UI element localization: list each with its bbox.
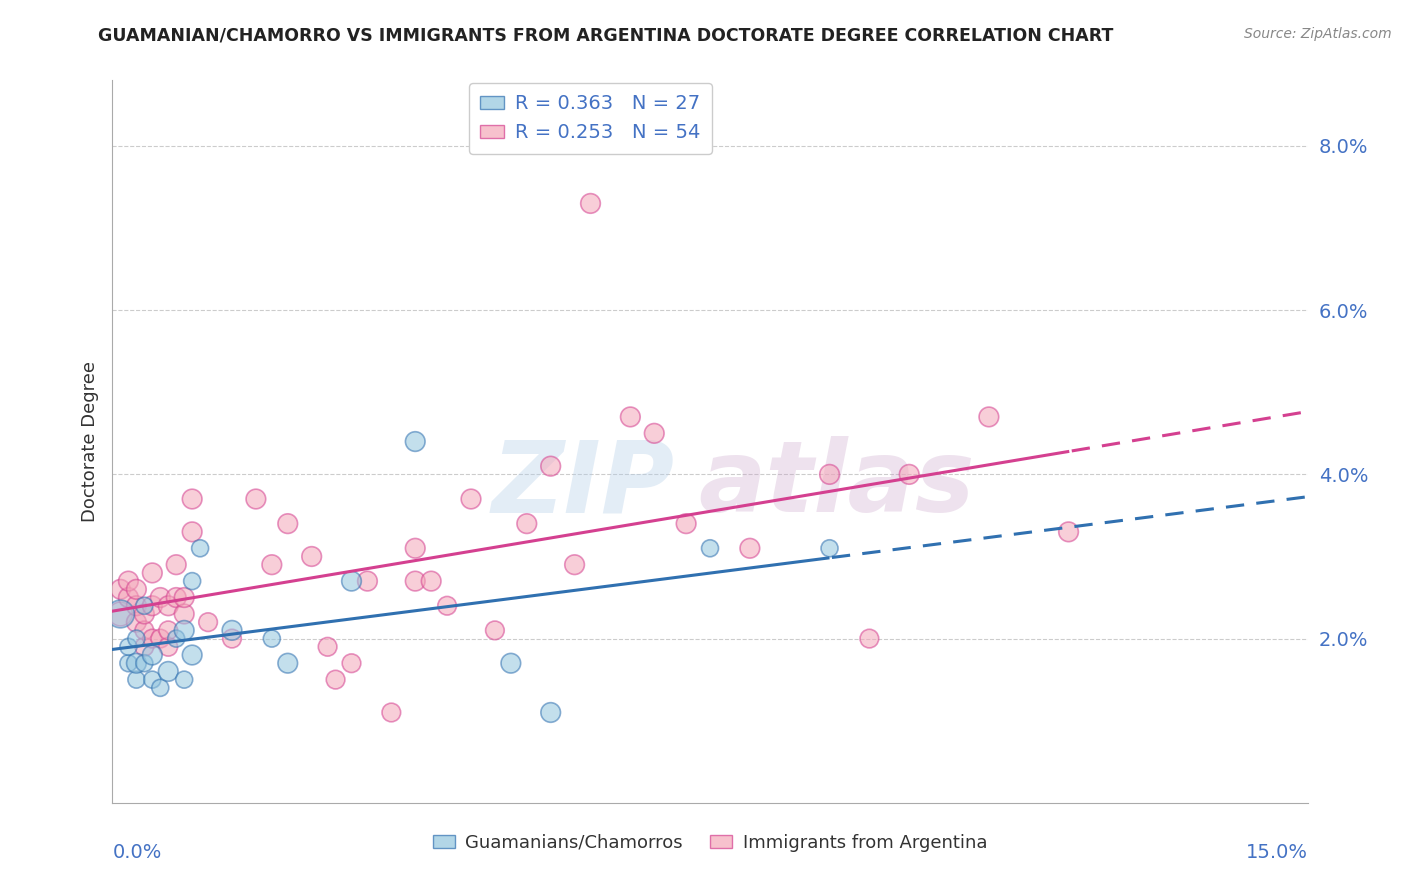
Point xyxy=(125,615,148,630)
Point xyxy=(110,607,132,621)
Legend: Guamanians/Chamorros, Immigrants from Argentina: Guamanians/Chamorros, Immigrants from Ar… xyxy=(426,826,994,859)
Point xyxy=(340,657,363,671)
Point xyxy=(818,467,841,482)
Point xyxy=(260,632,283,646)
Point xyxy=(173,624,195,638)
Point xyxy=(188,541,211,556)
Point xyxy=(125,673,148,687)
Point xyxy=(404,574,426,588)
Point xyxy=(181,491,204,506)
Point xyxy=(420,574,443,588)
Point xyxy=(117,640,139,654)
Point xyxy=(499,657,522,671)
Point xyxy=(173,673,195,687)
Point xyxy=(516,516,538,531)
Point xyxy=(117,574,139,588)
Point xyxy=(245,491,267,506)
Point xyxy=(316,640,339,654)
Point xyxy=(564,558,586,572)
Point xyxy=(818,541,841,556)
Y-axis label: Doctorate Degree: Doctorate Degree xyxy=(80,361,98,522)
Point xyxy=(1057,524,1080,539)
Text: 0.0%: 0.0% xyxy=(112,843,162,862)
Text: 15.0%: 15.0% xyxy=(1246,843,1308,862)
Point xyxy=(141,632,163,646)
Point xyxy=(165,558,187,572)
Point xyxy=(181,524,204,539)
Point xyxy=(325,673,347,687)
Point xyxy=(221,624,243,638)
Point xyxy=(165,591,187,605)
Point xyxy=(125,582,148,597)
Point xyxy=(619,409,641,424)
Point xyxy=(157,640,180,654)
Point xyxy=(134,657,156,671)
Point xyxy=(540,459,562,474)
Point xyxy=(125,657,148,671)
Point xyxy=(540,706,562,720)
Point xyxy=(134,640,156,654)
Point xyxy=(380,706,402,720)
Point xyxy=(141,673,163,687)
Point xyxy=(125,632,148,646)
Point xyxy=(404,434,426,449)
Point xyxy=(484,624,506,638)
Text: atlas: atlas xyxy=(699,436,974,533)
Point xyxy=(181,648,204,662)
Point xyxy=(149,632,172,646)
Point xyxy=(165,632,187,646)
Point xyxy=(277,657,299,671)
Point xyxy=(460,491,482,506)
Point xyxy=(125,599,148,613)
Point xyxy=(141,648,163,662)
Point xyxy=(738,541,761,556)
Point xyxy=(277,516,299,531)
Point xyxy=(197,615,219,630)
Point xyxy=(181,574,204,588)
Point xyxy=(110,607,132,621)
Point xyxy=(579,196,602,211)
Point xyxy=(356,574,378,588)
Point xyxy=(260,558,283,572)
Point xyxy=(977,409,1000,424)
Point xyxy=(117,591,139,605)
Point xyxy=(173,607,195,621)
Point xyxy=(340,574,363,588)
Text: GUAMANIAN/CHAMORRO VS IMMIGRANTS FROM ARGENTINA DOCTORATE DEGREE CORRELATION CHA: GUAMANIAN/CHAMORRO VS IMMIGRANTS FROM AR… xyxy=(98,27,1114,45)
Point xyxy=(149,591,172,605)
Text: ZIP: ZIP xyxy=(491,436,675,533)
Point xyxy=(157,624,180,638)
Point xyxy=(110,582,132,597)
Point xyxy=(221,632,243,646)
Point xyxy=(173,591,195,605)
Point xyxy=(134,599,156,613)
Point xyxy=(141,599,163,613)
Point xyxy=(141,566,163,580)
Point xyxy=(436,599,458,613)
Point xyxy=(675,516,697,531)
Point xyxy=(117,657,139,671)
Point xyxy=(898,467,921,482)
Point xyxy=(157,665,180,679)
Point xyxy=(157,599,180,613)
Point xyxy=(643,426,665,441)
Point xyxy=(301,549,323,564)
Point xyxy=(149,681,172,695)
Point xyxy=(134,624,156,638)
Point xyxy=(699,541,721,556)
Text: Source: ZipAtlas.com: Source: ZipAtlas.com xyxy=(1244,27,1392,41)
Point xyxy=(858,632,880,646)
Point xyxy=(134,607,156,621)
Point xyxy=(404,541,426,556)
